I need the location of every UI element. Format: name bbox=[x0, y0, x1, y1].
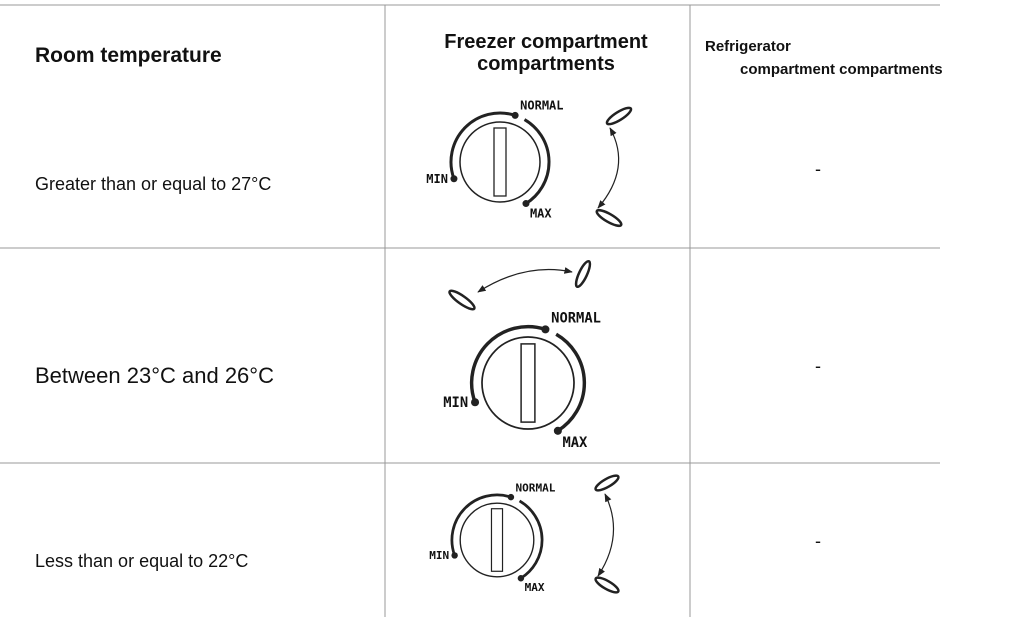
refrigerator-setting: - bbox=[815, 531, 821, 551]
header-cell: Room temperature bbox=[35, 44, 222, 67]
dial-label: MAX bbox=[525, 581, 545, 594]
dial-face bbox=[460, 503, 534, 577]
room-temperature: Between 23°C and 26°C bbox=[35, 363, 274, 388]
dial-label: NORMAL bbox=[520, 98, 563, 112]
freezer-dial: MIN NORMAL MAX bbox=[426, 98, 563, 220]
dial-dot bbox=[471, 398, 479, 406]
dial-dot bbox=[541, 325, 549, 333]
dial-dot bbox=[508, 494, 514, 500]
dial-dot bbox=[518, 575, 524, 581]
refrigerator-setting: - bbox=[815, 356, 821, 376]
header-cell: compartment compartments bbox=[740, 61, 943, 78]
dial-label: NORMAL bbox=[516, 482, 556, 495]
freezer-dial: MIN NORMAL MAX bbox=[429, 482, 556, 595]
dial-dot bbox=[451, 552, 457, 558]
dial-slot bbox=[494, 128, 506, 196]
dial-dot bbox=[512, 112, 519, 119]
dial-label: MAX bbox=[530, 207, 552, 221]
dial-label: MAX bbox=[562, 435, 588, 451]
dial-label: MIN bbox=[426, 172, 448, 186]
freezer-dial: MIN NORMAL MAX bbox=[443, 311, 601, 451]
dial-slot bbox=[491, 509, 502, 572]
dial-face bbox=[460, 122, 540, 202]
dial-label: MIN bbox=[429, 549, 449, 562]
refrigerator-setting: - bbox=[815, 159, 821, 179]
dial-dot bbox=[522, 200, 529, 207]
dial-dot bbox=[554, 427, 562, 435]
dial-label: NORMAL bbox=[551, 311, 601, 327]
header-cell: Refrigerator bbox=[705, 38, 791, 55]
dial-label: MIN bbox=[443, 395, 468, 411]
dial-slot bbox=[521, 344, 535, 422]
room-temperature: Greater than or equal to 27°C bbox=[35, 174, 271, 194]
page: Room temperature Freezer compartmentcomp… bbox=[0, 0, 1020, 617]
dial-face bbox=[482, 337, 574, 429]
dial-dot bbox=[450, 175, 457, 182]
knob-indicator bbox=[447, 105, 633, 595]
room-temperature: Less than or equal to 22°C bbox=[35, 551, 248, 571]
